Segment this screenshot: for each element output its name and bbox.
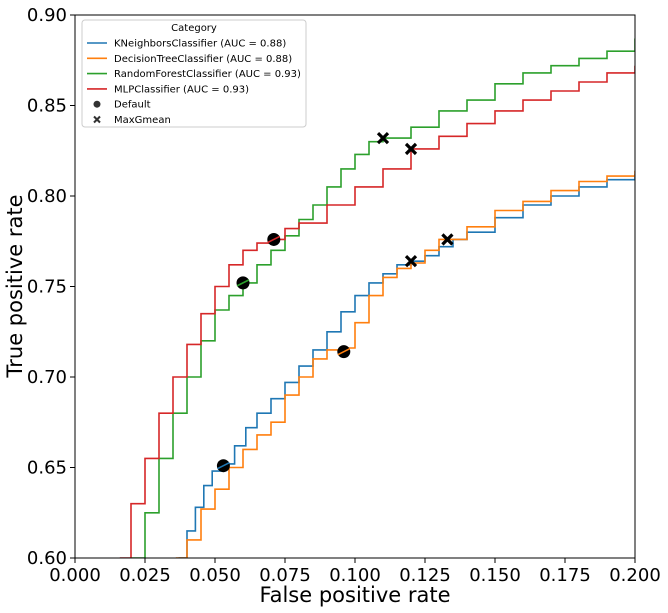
legend-circle-marker-icon (93, 100, 101, 108)
x-tick-label: 0.075 (259, 565, 311, 586)
maxgmean-point-marker-1 (441, 233, 454, 246)
legend-marker-label: Default (114, 100, 151, 111)
legend: Category KNeighborsClassifier (AUC = 0.8… (81, 19, 307, 128)
y-tick-label: 0.80 (27, 186, 67, 207)
x-tick-label: 0.025 (119, 565, 171, 586)
maxgmean-point-marker-0 (404, 255, 418, 268)
y-tick-label: 0.65 (27, 458, 67, 479)
legend-entry-label: RandomForestClassifier (AUC = 0.93) (114, 69, 301, 80)
y-tick-label: 0.75 (27, 277, 67, 298)
y-tick-label: 0.85 (27, 96, 67, 117)
series-line-3 (119, 65, 635, 558)
legend-marker-label: MaxGmean (114, 115, 171, 126)
legend-entry-label: DecisionTreeClassifier (AUC = 0.88) (114, 54, 292, 65)
x-tick-label: 0.050 (189, 565, 241, 586)
series-line-1 (175, 170, 635, 558)
x-tick-label: 0.150 (469, 565, 521, 586)
legend-entry-label: KNeighborsClassifier (AUC = 0.88) (114, 39, 286, 50)
series-line-0 (178, 174, 635, 558)
y-axis-label: True positive rate (3, 195, 27, 379)
maxgmean-point-marker-3 (404, 142, 418, 156)
x-tick-label: 0.100 (329, 565, 381, 586)
default-point-marker-0 (216, 459, 230, 473)
legend-entry-label: MLPClassifier (AUC = 0.93) (114, 84, 249, 95)
legend-box (81, 19, 307, 128)
x-tick-label: 0.000 (49, 565, 101, 586)
legend-title: Category (171, 23, 217, 34)
x-tick-label: 0.200 (609, 565, 661, 586)
legend-x-marker-icon (93, 115, 101, 124)
y-tick-label: 0.70 (27, 367, 67, 388)
y-tick-label: 0.90 (27, 5, 67, 26)
y-tick-label: 0.60 (27, 548, 67, 569)
default-point-marker-2 (236, 276, 250, 290)
maxgmean-point-marker-2 (376, 131, 390, 145)
default-point-marker-1 (337, 345, 351, 359)
x-tick-label: 0.175 (539, 565, 591, 586)
x-axis-label: False positive rate (259, 583, 450, 607)
x-tick-label: 0.125 (399, 565, 451, 586)
default-point-marker-3 (267, 232, 281, 246)
